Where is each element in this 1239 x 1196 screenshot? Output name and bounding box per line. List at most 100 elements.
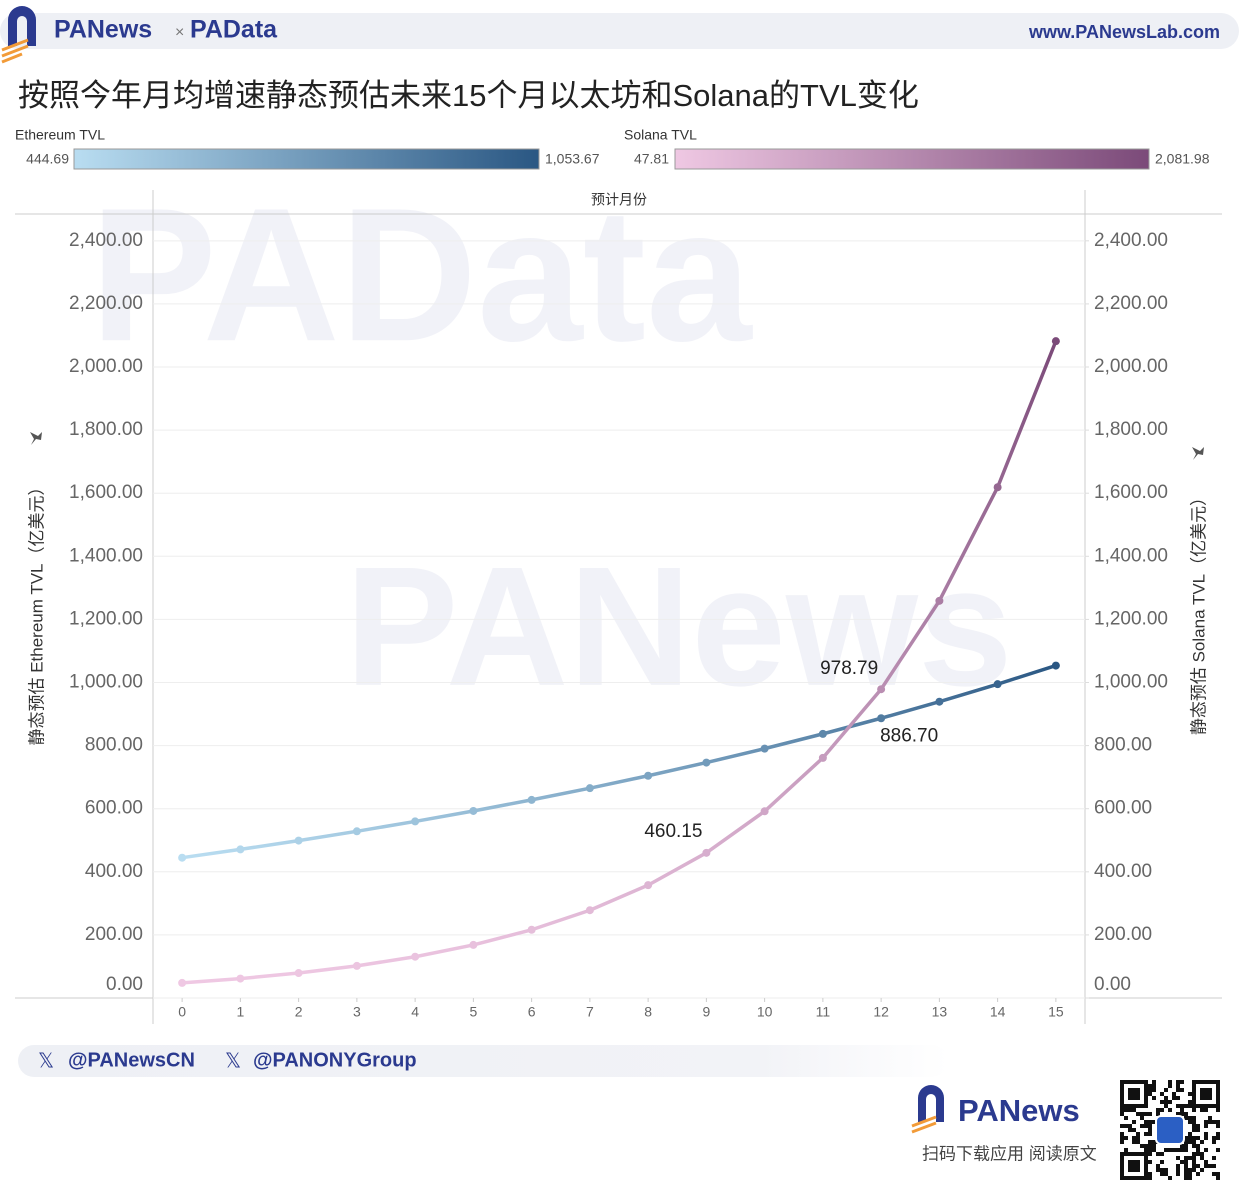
qr-cell — [1204, 1092, 1208, 1096]
qr-cell — [1120, 1164, 1124, 1168]
qr-cell — [1152, 1144, 1156, 1148]
point — [818, 729, 827, 738]
qr-cell — [1204, 1108, 1208, 1112]
qr-cell — [1144, 1172, 1148, 1176]
qr-cell — [1152, 1148, 1156, 1152]
qr-cell — [1120, 1152, 1124, 1156]
qr-cell — [1192, 1128, 1196, 1132]
point — [877, 685, 886, 694]
qr-cell — [1216, 1092, 1220, 1096]
legend-gradient — [73, 148, 540, 170]
qr-cell — [1160, 1100, 1164, 1104]
qr-cell — [1172, 1096, 1176, 1100]
y-tick-label: 1,200.00 — [69, 608, 143, 629]
qr-cell — [1180, 1088, 1184, 1092]
qr-cell — [1148, 1148, 1152, 1152]
x-icon: 𝕏 — [38, 1050, 54, 1072]
qr-cell — [1192, 1156, 1196, 1160]
y2-tick-label: 2,200.00 — [1094, 293, 1168, 314]
x-axis-title: 预计月份 — [591, 192, 647, 208]
qr-cell — [1208, 1164, 1212, 1168]
qr-cell — [1196, 1136, 1200, 1140]
qr-cell — [1196, 1172, 1200, 1176]
point — [527, 925, 536, 934]
qr-cell — [1144, 1176, 1148, 1180]
qr-cell — [1192, 1116, 1196, 1120]
qr-cell — [1144, 1156, 1148, 1160]
qr-cell — [1188, 1120, 1192, 1124]
qr-cell — [1132, 1152, 1136, 1156]
qr-cell — [1192, 1104, 1196, 1108]
qr-cell — [1196, 1152, 1200, 1156]
data-label: 978.79 — [820, 658, 878, 679]
qr-cell — [1148, 1144, 1152, 1148]
qr-cell — [1148, 1132, 1152, 1136]
qr-cell — [1184, 1140, 1188, 1144]
y2-tick-label: 800.00 — [1094, 735, 1152, 756]
qr-cell — [1176, 1168, 1180, 1172]
qr-cell — [1128, 1092, 1132, 1096]
qr-cell — [1148, 1088, 1152, 1092]
qr-cell — [1200, 1156, 1204, 1160]
qr-cell — [1200, 1152, 1204, 1156]
qr-cell — [1132, 1168, 1136, 1172]
qr-cell — [1132, 1128, 1136, 1132]
qr-cell — [1192, 1136, 1196, 1140]
qr-cell — [1184, 1116, 1188, 1120]
qr-cell — [1136, 1168, 1140, 1172]
qr-cell — [1128, 1096, 1132, 1100]
qr-cell — [1216, 1172, 1220, 1176]
qr-cell — [1144, 1080, 1148, 1084]
qr-cell — [1212, 1140, 1216, 1144]
x-tick-label: 7 — [586, 1004, 594, 1020]
qr-cell — [1120, 1168, 1124, 1172]
y-tick-label: 2,000.00 — [69, 356, 143, 377]
qr-cell — [1208, 1088, 1212, 1092]
qr-cell — [1152, 1080, 1156, 1084]
series-line — [181, 340, 1058, 985]
qr-cell — [1196, 1104, 1200, 1108]
qr-cell — [1164, 1168, 1168, 1172]
qr-cell — [1168, 1080, 1172, 1084]
qr-cell — [1152, 1140, 1156, 1144]
qr-cell — [1192, 1080, 1196, 1084]
y-tick-label: 1,800.00 — [69, 419, 143, 440]
qr-cell — [1192, 1168, 1196, 1172]
qr-cell — [1144, 1112, 1148, 1116]
qr-cell — [1120, 1092, 1124, 1096]
qr-cell — [1204, 1132, 1208, 1136]
qr-cell — [1168, 1176, 1172, 1180]
qr-cell — [1180, 1108, 1184, 1112]
qr-cell — [1120, 1156, 1124, 1160]
watermark: PAData — [90, 169, 753, 381]
qr-cell — [1184, 1160, 1188, 1164]
qr-cell — [1192, 1140, 1196, 1144]
qr-cell — [1204, 1088, 1208, 1092]
qr-cell — [1216, 1136, 1220, 1140]
qr-cell — [1216, 1148, 1220, 1152]
qr-cell — [1172, 1148, 1176, 1152]
footer-logo — [911, 1085, 944, 1134]
qr-cell — [1200, 1168, 1204, 1172]
qr-cell — [1164, 1088, 1168, 1092]
data-label: 886.70 — [880, 725, 938, 746]
qr-cell — [1124, 1080, 1128, 1084]
qr-cell — [1160, 1168, 1164, 1172]
qr-cell — [1160, 1092, 1164, 1096]
y2-tick-label: 0.00 — [1094, 974, 1131, 995]
qr-cell — [1132, 1160, 1136, 1164]
qr-cell — [1148, 1092, 1152, 1096]
y-tick-label: 200.00 — [85, 924, 143, 945]
x-tick-label: 15 — [1048, 1004, 1064, 1020]
y2-tick-label: 400.00 — [1094, 861, 1152, 882]
qr-cell — [1180, 1112, 1184, 1116]
qr-cell — [1216, 1100, 1220, 1104]
y-tick-label: 1,400.00 — [69, 545, 143, 566]
qr-cell — [1144, 1164, 1148, 1168]
qr-cell — [1192, 1164, 1196, 1168]
point — [644, 771, 653, 780]
point — [469, 940, 478, 949]
y-tick-label: 2,200.00 — [69, 293, 143, 314]
qr-cell — [1180, 1160, 1184, 1164]
qr-cell — [1120, 1100, 1124, 1104]
